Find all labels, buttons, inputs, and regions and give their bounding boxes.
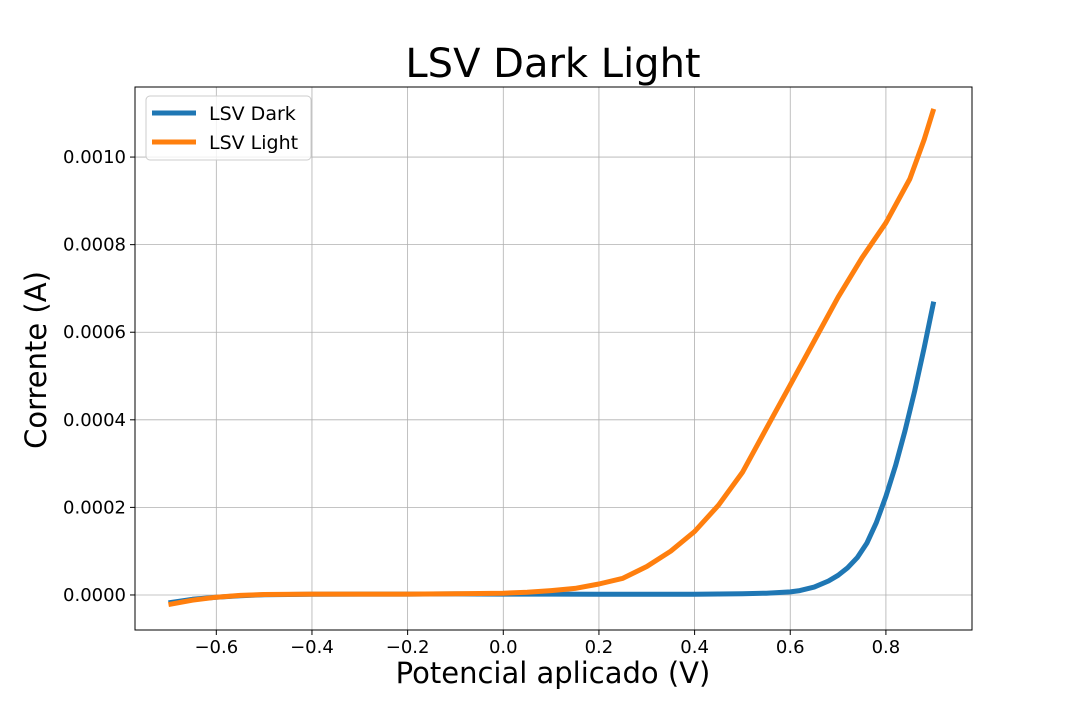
x-axis-label: Potencial aplicado (V) [396,656,711,690]
legend: LSV Dark LSV Light [145,95,312,161]
y-tick-label: 0.0010 [63,147,126,168]
series-layer [168,108,937,608]
tick-layer: −0.6 −0.4 −0.2 0.0 0.2 0.4 0.6 0.8 0.0000 0.0002 0… [63,147,900,658]
x-tick-label: 0.2 [585,637,614,658]
y-tick-label: 0.0008 [63,235,126,256]
legend-label-lsv-dark: LSV Dark [209,103,296,125]
x-tick-label: 0.4 [680,637,709,658]
series-line-lsv-light [168,108,937,608]
plot-frame [134,86,973,631]
chart-title: LSV Dark Light [405,41,700,87]
y-axis-label: Corrente (A) [19,271,53,449]
x-tick-label: 0.0 [489,637,518,658]
x-tick-label: −0.4 [290,637,334,658]
y-tick-label: 0.0002 [63,497,126,518]
x-tick-label: −0.2 [386,637,430,658]
y-tick-label: 0.0006 [63,322,126,343]
x-tick-label: 0.8 [872,637,901,658]
legend-label-lsv-light: LSV Light [209,132,298,154]
y-tick-label: 0.0004 [63,410,126,431]
x-tick-label: −0.6 [194,637,238,658]
x-tick-label: 0.6 [776,637,805,658]
y-tick-label: 0.0000 [63,585,126,606]
